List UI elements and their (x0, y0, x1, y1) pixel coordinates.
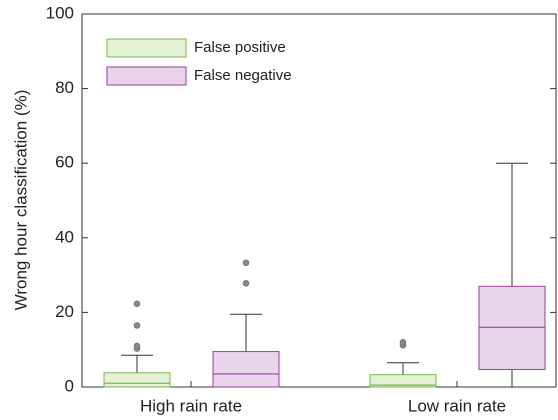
outlier (133, 342, 141, 350)
y-axis-label: Wrong hour classification (%) (11, 90, 30, 311)
outlier (399, 338, 407, 346)
y-tick-label: 100 (46, 3, 74, 22)
x-tick-label: Low rain rate (408, 396, 506, 415)
plot-frame (81, 13, 557, 388)
y-tick-label: 40 (55, 227, 74, 246)
outlier (242, 280, 250, 287)
x-tick-label: High rain rate (140, 396, 242, 415)
legend-label: False positive (194, 39, 286, 56)
y-tick-label: 20 (55, 302, 74, 321)
legend-swatch (106, 66, 187, 86)
box (212, 351, 280, 388)
y-tick-label: 60 (55, 153, 74, 172)
box (369, 374, 437, 388)
outlier (242, 259, 250, 267)
legend-label: False negative (194, 67, 292, 84)
box (103, 372, 171, 388)
y-tick-label: 0 (65, 376, 74, 395)
outlier (133, 300, 141, 308)
legend-swatch (106, 38, 187, 58)
y-tick-label: 80 (55, 78, 74, 97)
outlier (133, 322, 141, 329)
